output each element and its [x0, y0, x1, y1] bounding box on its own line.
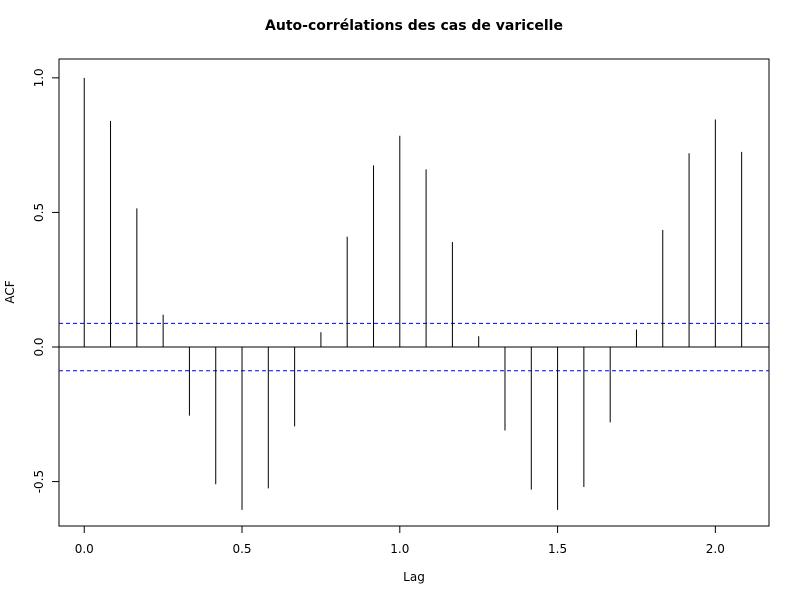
y-tick-label: 0.0 — [32, 337, 46, 356]
x-axis-label: Lag — [403, 570, 425, 584]
x-tick-label: 0.0 — [75, 542, 94, 556]
plot-frame — [58, 58, 770, 527]
x-tick-label: 2.0 — [706, 542, 725, 556]
x-tick-label: 1.5 — [548, 542, 567, 556]
y-axis: -0.5 0.0 0.5 1.0 — [32, 68, 59, 493]
x-axis: 0.0 0.5 1.0 1.5 2.0 — [75, 526, 725, 556]
acf-bars — [83, 77, 743, 510]
confidence-bounds — [59, 322, 769, 372]
y-tick-label: 0.5 — [32, 203, 46, 222]
y-tick-label: -0.5 — [32, 470, 46, 493]
y-tick-label: 1.0 — [32, 68, 46, 87]
x-tick-label: 0.5 — [232, 542, 251, 556]
x-tick-label: 1.0 — [390, 542, 409, 556]
y-axis-label: ACF — [3, 280, 17, 303]
chart-title: Auto-corrélations des cas de varicelle — [265, 18, 563, 34]
